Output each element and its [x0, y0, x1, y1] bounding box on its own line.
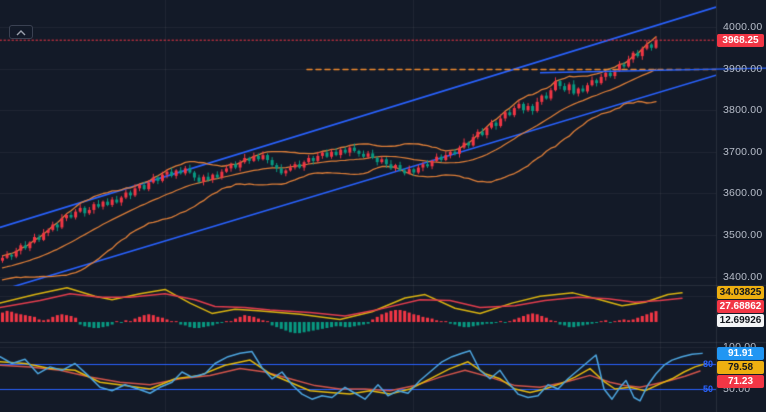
indicator-value-badge: 79.58 [717, 360, 764, 374]
indicator-value-badge: 91.91 [717, 346, 764, 360]
level-label-80: 80 [702, 358, 713, 369]
price-axis-label: 4000.00 [723, 21, 763, 33]
indicator-value-badge: 71.23 [717, 374, 764, 388]
collapse-panel-button[interactable] [9, 25, 33, 39]
price-axis-label: 3800.00 [723, 104, 763, 117]
indicator-value-badge: 27.68862 [717, 300, 764, 314]
indicator-value-badge: 34.03825 [717, 286, 764, 300]
price-axis-label: 3400.00 [723, 270, 763, 283]
indicator-value-badge: 12.69926 [717, 314, 764, 328]
chevron-up-icon [16, 23, 26, 41]
price-axis-label: 3700.00 [723, 145, 763, 158]
last-price-badge: 3968.25 [717, 33, 764, 47]
price-axis-label: 3500.00 [723, 228, 763, 241]
price-axis-label: 3900.00 [723, 62, 763, 75]
price-axis-label: 3600.00 [723, 187, 763, 200]
price-axis[interactable]: 4000.00 3900.00 3800.00 3700.00 3600.00 3500.… [716, 0, 766, 412]
level-label-50: 50 [702, 384, 713, 394]
